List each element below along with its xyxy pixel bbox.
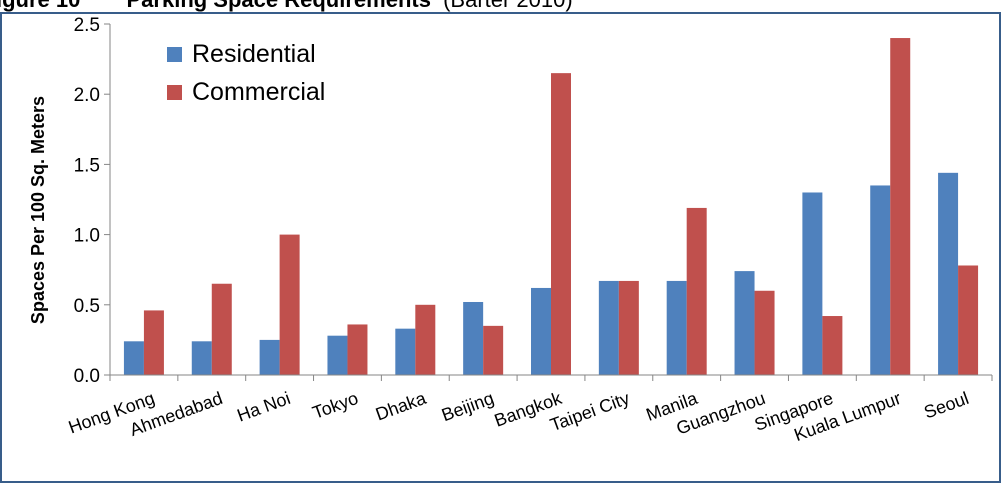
y-tick-label: 1.0 [74, 226, 100, 247]
x-tick-label: Seoul [921, 388, 971, 423]
x-tick-label: Dhaka [373, 388, 430, 425]
bar-commercial-taipei-city [618, 280, 639, 375]
legend-swatch-residential [167, 47, 182, 62]
x-tick-label: Beijing [439, 388, 497, 425]
legend-label-residential: Residential [192, 40, 316, 68]
bar-residential-bangkok [531, 287, 551, 375]
bar-commercial-hong-kong [143, 310, 164, 375]
y-tick-label: 1.5 [74, 155, 100, 176]
bar-residential-singapore [802, 192, 823, 375]
bar-commercial-bangkok [551, 73, 571, 375]
bar-commercial-ha-noi [279, 234, 300, 375]
bar-residential-ha-noi [259, 339, 280, 375]
y-axis: 0.0 0.5 1.0 1.5 2.0 2.5 [74, 15, 111, 387]
bar-commercial-seoul [958, 265, 979, 375]
y-tick-label: 0.5 [74, 296, 100, 317]
bar-residential-beijing [463, 301, 484, 375]
legend: Residential Commercial [167, 40, 325, 106]
y-tick-label: 2.0 [74, 85, 100, 106]
y-axis-label: Spaces Per 100 Sq. Meters [28, 96, 48, 324]
caption-label: igure 10 [0, 0, 80, 12]
chart-border [0, 12, 1001, 483]
y-tick-label: 2.5 [74, 15, 100, 36]
bar-commercial-tokyo [347, 324, 368, 375]
bar-commercial-dhaka [415, 304, 436, 375]
bar-residential-ahmedabad [191, 341, 212, 375]
bar-commercial-ahmedabad [211, 283, 232, 375]
y-tick-label: 0.0 [74, 366, 100, 387]
bar-residential-dhaka [395, 328, 416, 375]
bar-residential-hong-kong [123, 341, 144, 375]
bar-commercial-singapore [822, 316, 843, 375]
bar-commercial-kuala-lumpur [890, 38, 911, 375]
bar-residential-kuala-lumpur [870, 185, 891, 375]
caption-source: (Barter 2010) [443, 0, 573, 12]
bars [123, 38, 979, 375]
bar-residential-guangzhou [734, 271, 755, 375]
bar-commercial-manila [686, 207, 707, 375]
x-tick-label: Ha Noi [234, 388, 293, 426]
bar-residential-taipei-city [598, 280, 619, 375]
legend-label-commercial: Commercial [192, 78, 325, 106]
bar-residential-tokyo [327, 335, 348, 375]
bar-commercial-guangzhou [754, 290, 775, 375]
bar-residential-seoul [938, 172, 959, 375]
bar-residential-manila [666, 280, 687, 375]
x-tick-label: Tokyo [310, 388, 361, 423]
bar-commercial-beijing [483, 325, 504, 375]
legend-swatch-commercial [167, 85, 182, 100]
caption-title: Parking Space Requirements [127, 0, 431, 12]
figure-caption: igure 10 Parking Space Requirements (Bar… [0, 0, 573, 12]
